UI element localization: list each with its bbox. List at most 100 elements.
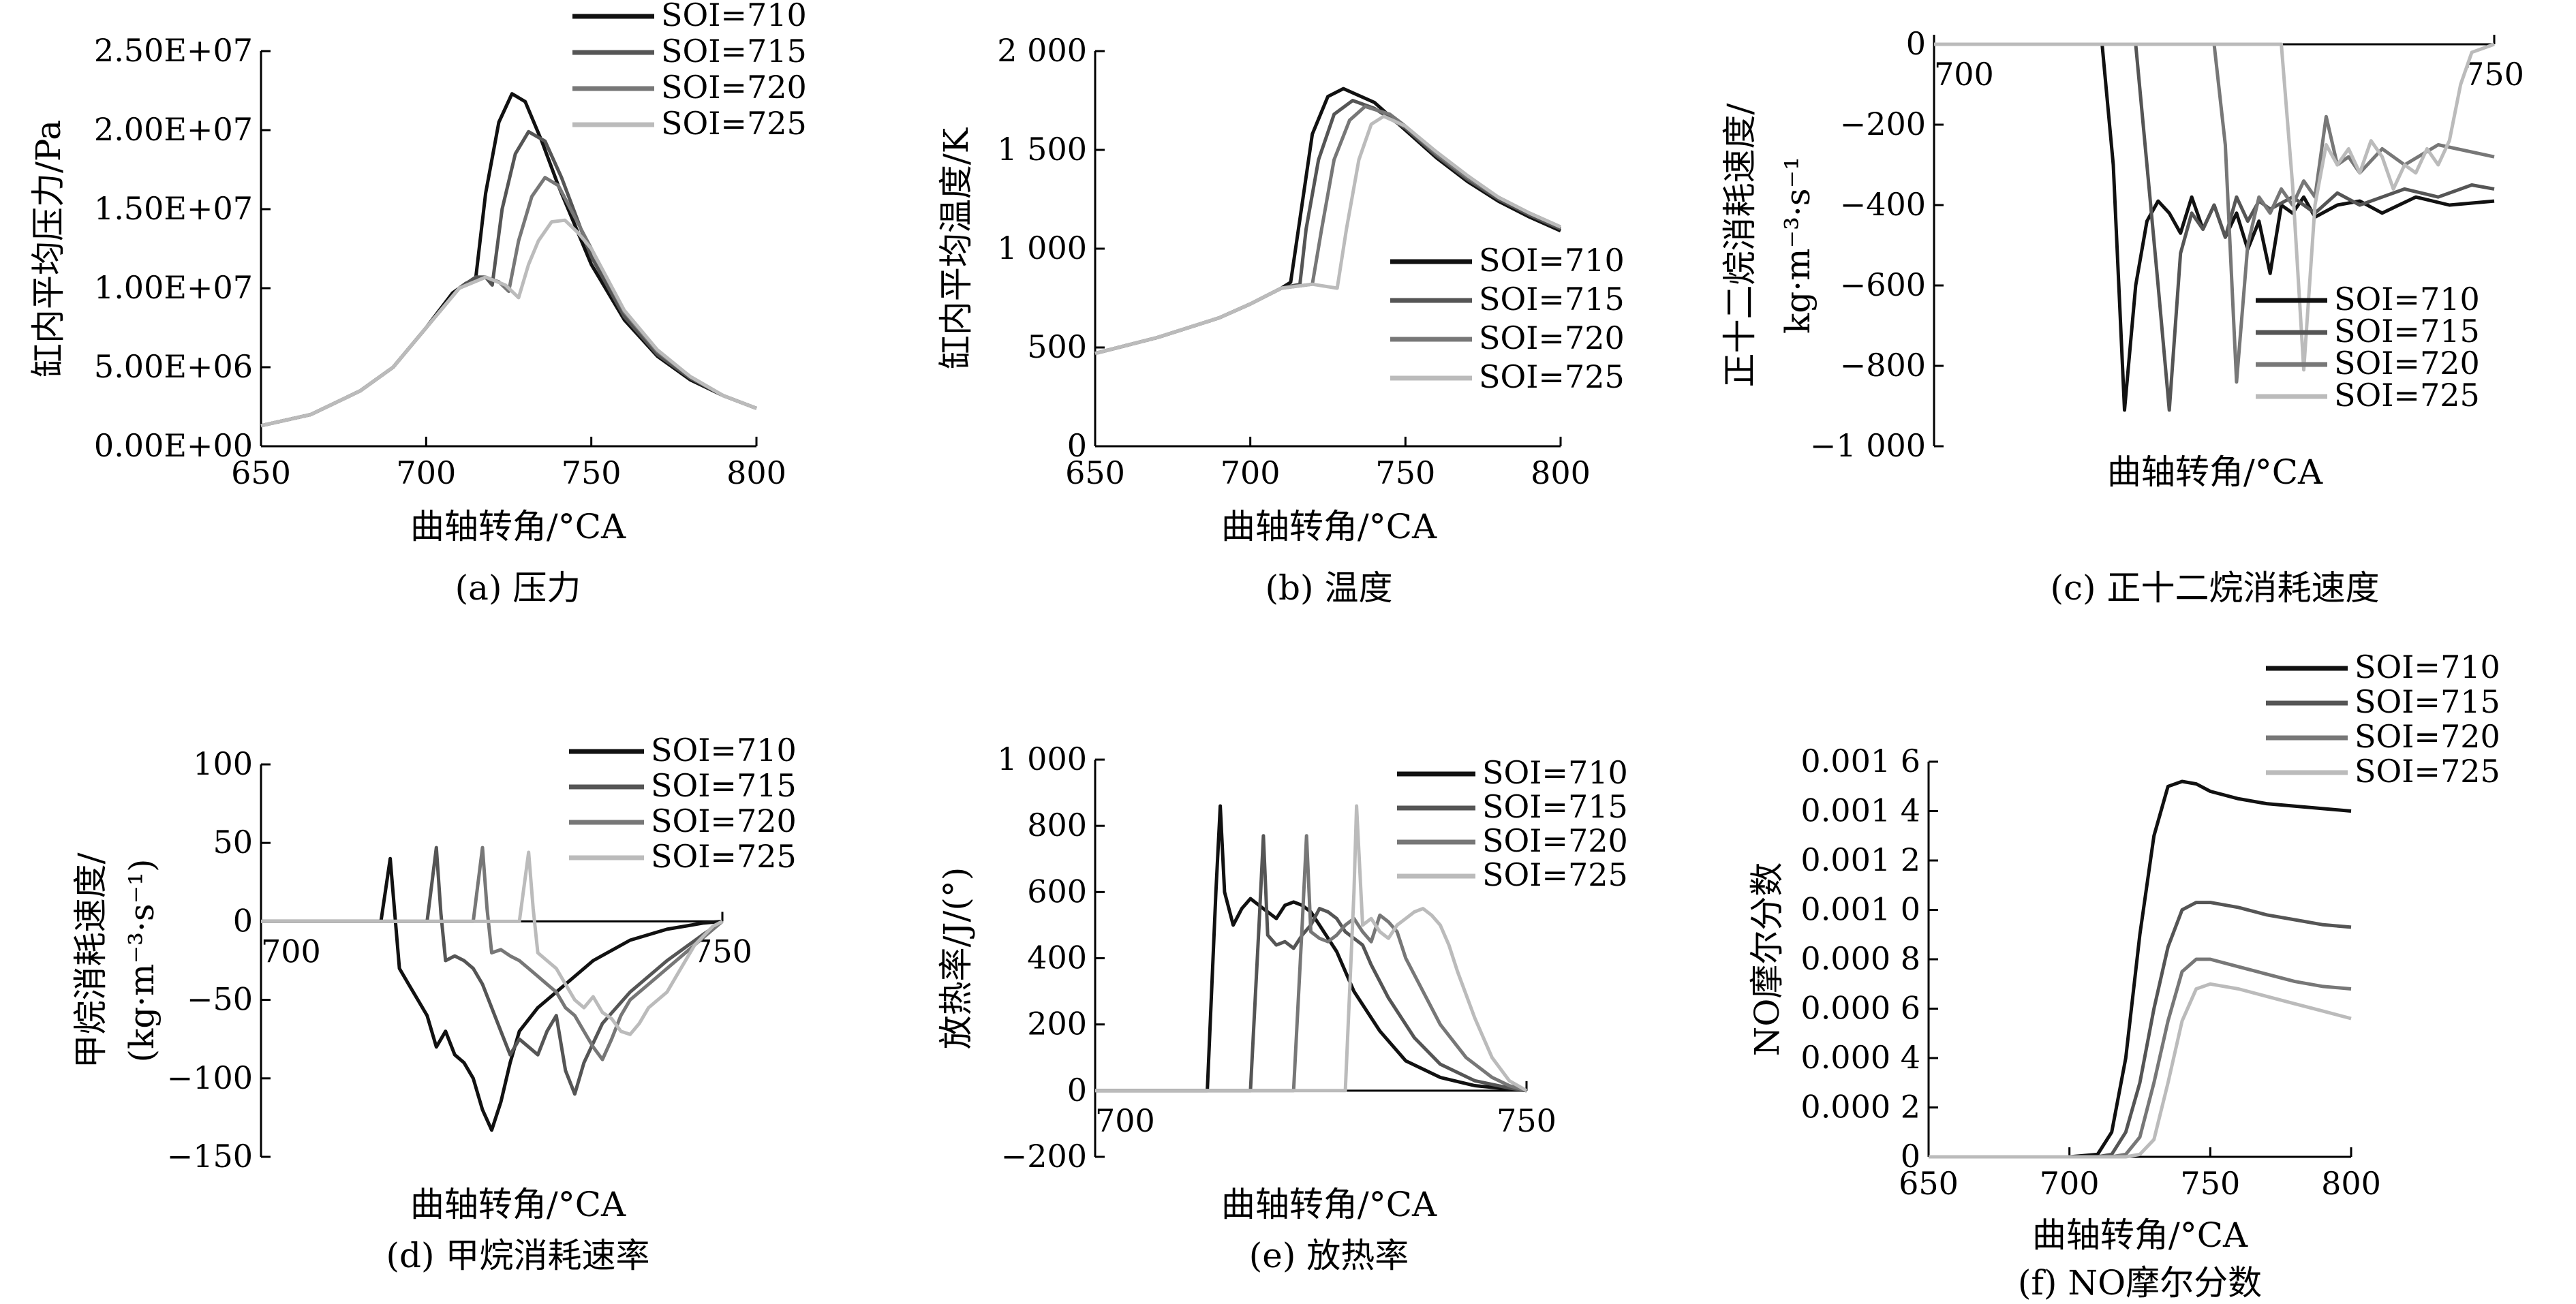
y-tick-label: 1 000 [997,741,1087,777]
series-line-soi-725 [1095,804,1528,1093]
y-tick-label: 0.000 4 [1800,1039,1920,1076]
x-axis-label: 曲轴转角/°CA [410,1185,626,1224]
y-tick-label: 0.001 4 [1800,792,1920,829]
legend-label: SOI=720 [2334,345,2480,382]
legend-label: SOI=725 [1479,358,1625,395]
x-tick-label: 700 [1221,454,1281,491]
x-axis-label: 曲轴转角/°CA [1221,1185,1437,1224]
y-axis-label: NO摩尔分数 [1747,863,1787,1057]
x-tick-label: 700 [261,933,321,969]
series-line-soi-710 [1095,804,1527,1093]
x-tick-label: 650 [1065,454,1125,491]
y-tick-label: 0.00E+00 [94,427,253,464]
y-tick-label: 50 [213,824,253,860]
x-tick-label: 750 [2180,1165,2240,1202]
y-tick-label: −200 [1001,1138,1087,1175]
chart-caption: (e) 放热率 [1249,1236,1409,1275]
legend-label: SOI=715 [2334,313,2480,350]
series-line-soi-720 [261,845,724,1061]
y-tick-label: 0.001 0 [1800,891,1920,928]
chart-caption: (d) 甲烷消耗速率 [386,1236,650,1275]
y-tick-label: 0.001 2 [1800,841,1920,878]
x-tick-label: 800 [726,454,786,491]
y-tick-label: 0 [233,902,253,939]
series-line-soi-710 [261,856,723,1132]
chart-f: 0 0.000 2 0.000 4 0.000 6 0.000 8 0.001 0 0.00… [1747,649,2500,1303]
y-axis-unit-label: kg·m⁻³·s⁻¹ [1778,157,1818,334]
series-line-soi-715 [261,845,724,1096]
x-tick-label: 750 [2464,56,2524,93]
series-line-soi-720 [1929,957,2352,1159]
y-tick-label: 100 [193,745,253,782]
series-line-soi-715 [260,129,757,428]
legend-label: SOI=715 [651,767,797,804]
series-line-soi-725 [1934,42,2495,372]
x-tick-label: 700 [1095,1102,1155,1139]
y-tick-label: 1 000 [997,230,1087,266]
x-tick-label: 750 [1497,1102,1557,1139]
y-axis-label: 缸内平均压力/Pa [29,120,68,377]
y-tick-label: −150 [167,1138,253,1175]
y-tick-label: 500 [1027,328,1087,365]
legend-label: SOI=720 [651,803,797,839]
chart-caption: (c) 正十二烷消耗速度 [2051,568,2380,608]
y-tick-label: 2.00E+07 [94,111,253,148]
legend-label: SOI=710 [1482,754,1628,791]
series-line-soi-715 [1934,42,2495,412]
y-tick-label: −200 [1840,106,1926,142]
legend-label: SOI=710 [651,732,797,769]
y-tick-label: 0.000 8 [1800,940,1920,977]
y-tick-label: 0 [1901,1138,1920,1175]
y-tick-label: −800 [1840,347,1926,384]
series-line-soi-720 [260,176,757,428]
legend-label: SOI=725 [2334,377,2480,414]
legend-label: SOI=725 [1482,856,1628,893]
y-tick-label: −400 [1840,186,1926,223]
y-tick-label: 0.000 2 [1800,1089,1920,1126]
y-tick-label: 0.001 6 [1800,743,1920,779]
chart-a: 0.00E+00 5.00E+06 1.00E+07 1.50E+07 2.00E+07… [29,0,807,608]
legend-label: SOI=720 [661,69,807,106]
series-line-soi-720 [1095,834,1527,1093]
series-line-soi-715 [1929,901,2352,1159]
y-tick-label: 800 [1027,807,1087,843]
y-tick-label: −50 [187,981,253,1018]
x-axis-label: 曲轴转角/°CA [2032,1215,2248,1255]
series-line-soi-715 [1095,834,1527,1093]
series-line-soi-720 [1934,42,2495,384]
y-tick-label: 1.50E+07 [94,190,253,227]
y-tick-label: 200 [1027,1006,1087,1042]
x-tick-label: 800 [1531,454,1591,491]
legend-label: SOI=710 [1479,242,1625,279]
legend-label: SOI=710 [661,0,807,33]
series-line-soi-710 [1929,779,2352,1159]
legend-label: SOI=710 [2334,281,2480,317]
x-tick-label: 650 [231,454,291,491]
x-axis-label: 曲轴转角/°CA [410,507,626,546]
y-tick-label: 2.50E+07 [94,32,253,69]
legend-label: SOI=710 [2355,649,2500,685]
y-tick-label: 1 500 [997,131,1087,168]
legend-label: SOI=715 [1479,281,1625,317]
x-axis-label: 曲轴转角/°CA [1221,507,1437,546]
y-tick-label: −600 [1840,266,1926,303]
series-line-soi-725 [1929,982,2352,1159]
y-tick-label: −1 000 [1810,427,1926,464]
y-tick-label: 0 [1067,427,1087,464]
y-tick-label: 0 [1906,25,1926,62]
x-tick-label: 650 [1899,1165,1959,1202]
legend-label: SOI=715 [1482,788,1628,825]
series-line-soi-725 [1094,114,1562,356]
y-tick-label: 5.00E+06 [94,348,253,385]
legend-label: SOI=725 [661,105,807,142]
y-tick-label: 1.00E+07 [94,269,253,306]
series-line-soi-710 [260,92,757,428]
y-axis-label: 甲烷消耗速度/ [71,852,110,1068]
x-tick-label: 700 [2040,1165,2100,1202]
x-tick-label: 750 [562,454,622,491]
series-line-soi-725 [260,218,757,428]
y-axis-label: 正十二烷消耗速度/ [1720,103,1760,387]
